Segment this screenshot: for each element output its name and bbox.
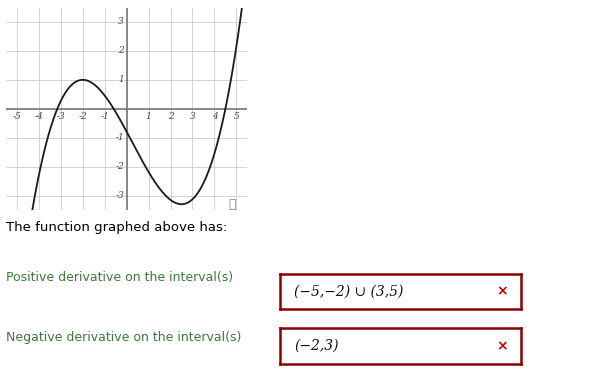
Text: ⌕: ⌕	[229, 198, 236, 211]
Text: 3: 3	[118, 18, 124, 27]
Text: (−5,−2) ∪ (3,5): (−5,−2) ∪ (3,5)	[294, 285, 403, 298]
Text: -3: -3	[115, 191, 124, 200]
Text: Positive derivative on the interval(s): Positive derivative on the interval(s)	[6, 271, 233, 284]
Text: 4: 4	[211, 112, 217, 121]
Text: -4: -4	[34, 112, 43, 121]
Text: -1: -1	[100, 112, 109, 121]
Text: Negative derivative on the interval(s): Negative derivative on the interval(s)	[6, 331, 241, 344]
Text: 1: 1	[145, 112, 151, 121]
Text: (−2,3): (−2,3)	[294, 339, 339, 353]
Text: 2: 2	[168, 112, 173, 121]
Text: The function graphed above has:: The function graphed above has:	[6, 221, 227, 234]
Text: ×: ×	[496, 339, 508, 353]
Text: -1: -1	[115, 133, 124, 142]
Text: 5: 5	[233, 112, 239, 121]
Text: -2: -2	[78, 112, 87, 121]
Text: 2: 2	[118, 46, 124, 56]
Text: -3: -3	[57, 112, 65, 121]
Text: ×: ×	[496, 285, 508, 298]
Text: 3: 3	[190, 112, 196, 121]
Text: -2: -2	[115, 162, 124, 171]
Text: 1: 1	[118, 75, 124, 84]
Text: -5: -5	[12, 112, 21, 121]
